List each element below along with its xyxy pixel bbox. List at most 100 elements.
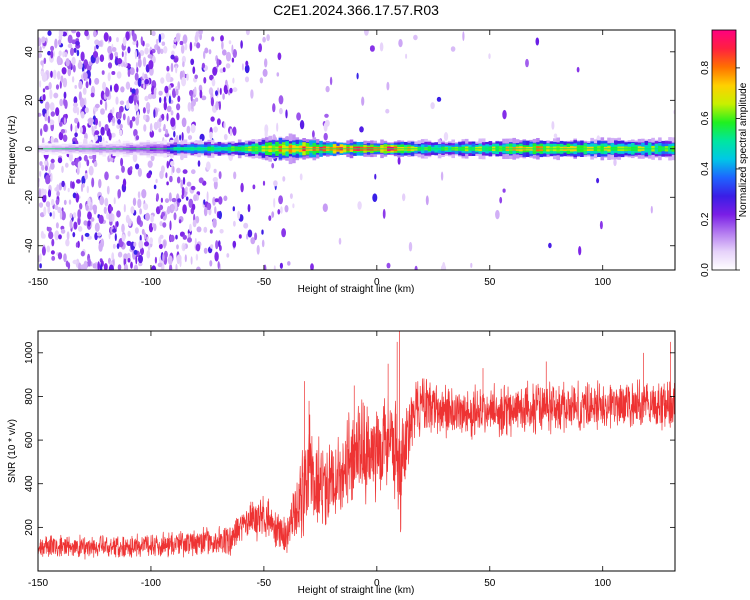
spectrogram-speckle bbox=[72, 259, 78, 265]
spectrogram-speckle bbox=[203, 50, 206, 60]
spectrogram-speckle bbox=[221, 40, 224, 50]
spectrogram-speckle bbox=[436, 96, 442, 102]
snr-panel: -150 -100 -50 0 50 100 200 400 600 800 1000 Heigh… bbox=[7, 330, 676, 596]
spectrogram-speckle bbox=[193, 194, 198, 202]
colorbar-tick-label: 0.0 bbox=[700, 263, 711, 277]
colorbar-tick-label: 0.2 bbox=[700, 212, 711, 226]
spectrogram-speckle bbox=[169, 263, 173, 270]
snr-y-tick-label: 800 bbox=[24, 388, 35, 405]
spectrogram-speckle bbox=[121, 233, 126, 243]
spectrogram-speckle bbox=[299, 120, 305, 130]
spectrogram-speckle bbox=[75, 40, 80, 46]
spectrogram-speckle bbox=[77, 61, 83, 70]
spectrogram-speckle bbox=[63, 91, 67, 99]
spectrogram-speckle bbox=[50, 50, 54, 59]
spectrogram-speckle bbox=[70, 123, 73, 132]
spectrogram-speckle bbox=[43, 57, 47, 64]
spectrogram-speckle bbox=[55, 84, 60, 90]
spectrogram-speckle bbox=[147, 54, 153, 59]
spectrogram-speckle bbox=[191, 169, 196, 175]
spectrogram-speckle bbox=[144, 241, 149, 247]
spectrogram-speckle bbox=[143, 83, 145, 89]
spectrogram-speckle bbox=[233, 171, 237, 180]
spectrogram-speckle bbox=[190, 185, 196, 191]
colorbar-tick-label: 0.4 bbox=[700, 162, 711, 176]
snr-x-tick-label: -50 bbox=[257, 578, 272, 589]
spectrogram-speckle bbox=[76, 166, 80, 175]
spectrogram-speckle bbox=[140, 36, 143, 46]
spectrogram-speckle bbox=[180, 44, 185, 54]
spectrogram-speckle bbox=[86, 185, 90, 194]
spectrogram-speckle bbox=[184, 254, 187, 263]
spectrogram-speckle bbox=[361, 96, 365, 106]
spectrogram-speckle bbox=[101, 70, 105, 75]
spectrogram-speckle bbox=[150, 214, 154, 223]
spectrogram-speckle bbox=[40, 128, 43, 137]
spectrogram-speckle bbox=[50, 45, 55, 52]
spectrogram-speckle bbox=[127, 258, 131, 263]
spectrogram-speckle bbox=[171, 197, 177, 203]
spectrogram-speckle bbox=[203, 247, 208, 254]
spectrogram-speckle bbox=[116, 71, 122, 79]
spectrogram-speckle bbox=[100, 126, 105, 136]
spectrogram-speckle bbox=[134, 99, 137, 106]
spectrogram-speckle bbox=[172, 43, 177, 49]
spectrogram-speckle bbox=[192, 219, 197, 228]
spectrogram-speckle bbox=[356, 72, 359, 80]
spectrogram-speckle bbox=[107, 72, 111, 82]
spectrogram-speckle bbox=[86, 159, 90, 167]
spectrogram-speckle bbox=[165, 72, 171, 83]
spectrogram-speckle bbox=[73, 221, 78, 230]
spectrogram-speckle bbox=[97, 261, 100, 270]
spectrogram-speckle bbox=[127, 115, 130, 126]
spectrogram-speckle bbox=[94, 134, 98, 141]
spectrogram-speckle bbox=[103, 32, 109, 42]
spectrogram-speckle bbox=[181, 76, 187, 87]
spectrogram-speckle bbox=[210, 116, 215, 122]
spectrogram-speckle bbox=[210, 97, 214, 107]
spectrogram-panel: -150 -100 -50 0 50 100 -40 -20 0 20 40 Height of … bbox=[7, 29, 676, 295]
spectrogram-speckle bbox=[143, 114, 147, 121]
spectrogram-speckle bbox=[191, 98, 197, 107]
spectrogram-speckle bbox=[59, 120, 63, 127]
spectrogram-speckle bbox=[135, 88, 139, 95]
snr-x-tick-label: 50 bbox=[484, 578, 496, 589]
spectrogram-speckle bbox=[273, 197, 276, 208]
colorbar-tick-label: 0.8 bbox=[700, 61, 711, 75]
spectrogram-speckle bbox=[129, 119, 133, 129]
spectrogram-speckle bbox=[213, 179, 218, 190]
spectrogram-speckle bbox=[232, 77, 235, 84]
spectrogram-speckle bbox=[77, 121, 80, 129]
spectrogram-speckle bbox=[218, 210, 223, 220]
spectrogram-speckle bbox=[55, 222, 59, 229]
spectrogram-speckle bbox=[65, 239, 70, 247]
spectrogram-speckle bbox=[186, 125, 191, 134]
spectrogram-speckle bbox=[470, 262, 473, 268]
spectrogram-speckle bbox=[108, 212, 114, 222]
spectrogram-speckle bbox=[39, 161, 43, 166]
spectrogram-speckle bbox=[58, 234, 62, 240]
spectrogram-speckle bbox=[144, 78, 150, 85]
spectrogram-speckle bbox=[548, 242, 552, 249]
spectrogram-speckle bbox=[47, 115, 51, 124]
spectrogram-speckle bbox=[397, 157, 401, 165]
spectrogram-speckle bbox=[185, 196, 189, 201]
spectrogram-x-tick-label: 100 bbox=[594, 277, 611, 288]
snr-y-label: SNR (10 * v/v) bbox=[7, 419, 18, 483]
spectrogram-speckle bbox=[287, 261, 291, 266]
spectrogram-speckle bbox=[108, 232, 111, 240]
snr-y-tick-label: 200 bbox=[24, 519, 35, 536]
snr-x-ticks: -150 -100 -50 0 50 100 bbox=[28, 331, 611, 589]
spectrogram-speckle bbox=[176, 244, 179, 250]
spectrogram-y-ticks: -40 -20 0 20 40 bbox=[24, 46, 675, 253]
spectrogram-speckle bbox=[414, 265, 418, 270]
spectrogram-speckle bbox=[58, 131, 64, 141]
spectrogram-speckle bbox=[116, 124, 121, 129]
spectrogram-speckle bbox=[116, 111, 121, 119]
spectrogram-speckle bbox=[79, 97, 85, 108]
spectrogram-speckle bbox=[139, 50, 145, 56]
spectrogram-speckle bbox=[73, 47, 77, 53]
spectrogram-speckle bbox=[168, 95, 172, 104]
spectrogram-speckle bbox=[159, 97, 162, 103]
spectrogram-speckle bbox=[50, 172, 53, 182]
